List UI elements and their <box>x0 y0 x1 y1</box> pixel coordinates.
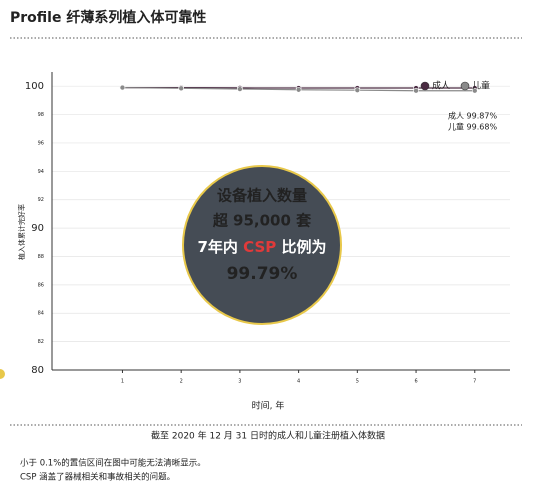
data-point <box>354 87 361 93</box>
data-point <box>295 86 302 93</box>
annotation: 儿童 99.68% <box>448 122 497 132</box>
legend-label: 成人 <box>432 80 450 92</box>
legend-label: 儿童 <box>472 80 490 92</box>
data-point <box>413 87 419 94</box>
y-tick-label: 82 <box>38 339 44 345</box>
legend-marker <box>460 81 470 91</box>
callout-text: 设备植入数量 <box>217 187 307 205</box>
x-tick-label: 3 <box>238 379 241 385</box>
callout-part: CSP <box>243 238 276 256</box>
callout-text: 超 95,000 套 <box>212 212 312 230</box>
callout-text: 7年内 CSP 比例为 <box>198 238 327 256</box>
y-tick-label: 90 <box>31 223 44 234</box>
y-tick-label: 96 <box>38 140 44 146</box>
x-axis-label: 时间, 年 <box>252 400 285 412</box>
data-point <box>119 84 126 91</box>
callout-circle <box>182 165 342 325</box>
y-tick-label: 84 <box>38 311 44 317</box>
y-tick-label: 100 <box>25 81 44 92</box>
x-tick-label: 6 <box>414 379 417 385</box>
y-tick-label: 92 <box>38 197 44 203</box>
legend-marker <box>420 81 430 91</box>
x-tick-label: 5 <box>356 379 359 385</box>
y-tick-label: 88 <box>38 254 44 260</box>
x-tick-label: 2 <box>180 379 183 385</box>
x-tick-label: 7 <box>473 379 476 385</box>
annotation: 成人 99.87% <box>448 111 497 121</box>
y-tick-label: 94 <box>38 169 44 175</box>
y-tick-label: 98 <box>38 112 44 118</box>
data-point <box>471 87 478 94</box>
chart-title: Profile 纤薄系列植入体可靠性 <box>10 9 206 26</box>
y-tick-label: 80 <box>31 365 44 376</box>
callout-part: 比例为 <box>276 238 326 256</box>
y-tick-label: 86 <box>38 282 44 288</box>
data-point <box>237 86 243 92</box>
note: CSP 涵盖了器械相关和事故相关的问题。 <box>20 472 175 483</box>
callout-part: 7年内 <box>198 238 244 256</box>
callout-highlight: 99.79% <box>227 264 298 284</box>
note: 小于 0.1%的置信区间在图中可能无法清晰显示。 <box>20 458 206 469</box>
caption: 截至 2020 年 12 月 31 日时的成人和儿童注册植入体数据 <box>151 430 385 442</box>
x-tick-label: 1 <box>121 379 124 385</box>
data-point <box>178 85 184 92</box>
x-tick-label: 4 <box>297 379 300 385</box>
decoration <box>0 369 5 379</box>
y-axis-label: 植入体累计完好率 <box>17 204 26 260</box>
